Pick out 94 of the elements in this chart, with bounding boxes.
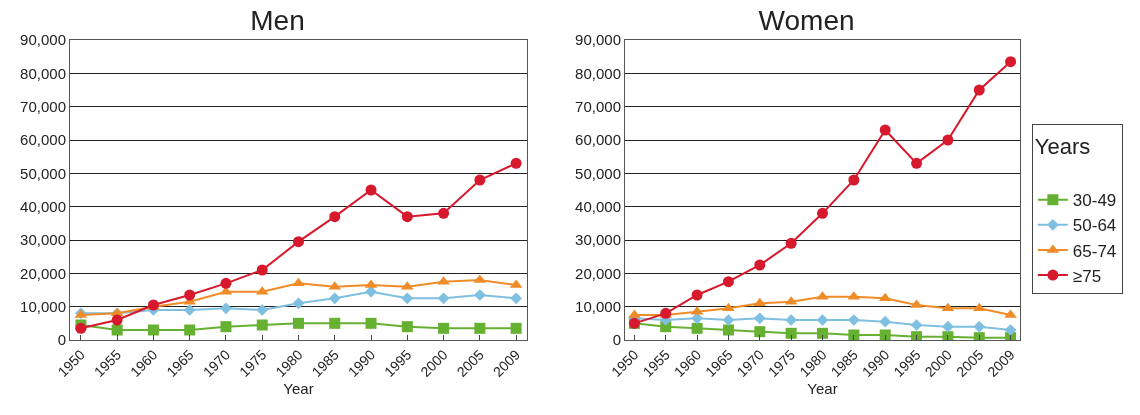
- point: [111, 314, 123, 326]
- point: [510, 292, 522, 305]
- y-tick-label: 60,000: [575, 131, 621, 149]
- point: [722, 276, 734, 288]
- point: [691, 289, 703, 301]
- point: [474, 289, 486, 301]
- point: [1005, 56, 1017, 68]
- y-tick-label: 20,000: [20, 264, 66, 282]
- y-tick-label: 40,000: [20, 197, 66, 215]
- point: [942, 331, 954, 340]
- y-tick-label: 70,000: [575, 97, 621, 115]
- y-tick-label: 20,000: [575, 264, 621, 282]
- y-tick-label: 30,000: [575, 231, 621, 249]
- point: [816, 314, 829, 326]
- y-tick-label: 60,000: [20, 131, 66, 149]
- point: [474, 174, 486, 186]
- point: [753, 297, 767, 307]
- y-tick-label: 50,000: [20, 164, 66, 182]
- y-tick-label: 0: [612, 331, 621, 349]
- point: [365, 317, 377, 329]
- point: [328, 292, 341, 305]
- legend-label: 30-49: [1072, 191, 1117, 211]
- point: [329, 317, 341, 329]
- y-tick-label: 90,000: [20, 31, 66, 49]
- x-axis-title: Year: [283, 379, 314, 397]
- point: [754, 259, 766, 271]
- point: [722, 324, 734, 336]
- point: [817, 327, 828, 339]
- y-tick-label: 80,000: [575, 64, 621, 82]
- y-tick-label: 10,000: [20, 297, 66, 315]
- point: [438, 322, 450, 334]
- point: [972, 302, 986, 312]
- point: [401, 211, 413, 223]
- point: [510, 322, 522, 334]
- point: [1004, 324, 1017, 336]
- legend-label: 65-74: [1072, 241, 1117, 261]
- y-tick-label: 0: [57, 331, 66, 349]
- y-tick-label: 90,000: [575, 31, 621, 49]
- y-tick-label: 80,000: [20, 64, 66, 82]
- point: [510, 157, 522, 169]
- y-tick-label: 40,000: [575, 197, 621, 215]
- point: [220, 302, 232, 315]
- point: [365, 184, 377, 196]
- point: [437, 292, 450, 305]
- point: [848, 174, 860, 186]
- point: [256, 319, 268, 331]
- point: [911, 157, 923, 169]
- point: [817, 207, 828, 219]
- point: [293, 317, 304, 329]
- legend-title: Years: [1034, 133, 1091, 159]
- point: [973, 84, 985, 96]
- point: [256, 264, 268, 276]
- point: [911, 331, 923, 340]
- legend-label: 50-64: [1072, 216, 1117, 236]
- point: [879, 124, 891, 136]
- point: [256, 304, 269, 316]
- chart-title: Women: [758, 4, 855, 36]
- point: [111, 324, 123, 336]
- point: [753, 312, 766, 325]
- point: [973, 320, 986, 333]
- point: [910, 319, 923, 331]
- point: [329, 211, 341, 223]
- chart-title: Men: [250, 4, 305, 36]
- point: [292, 297, 305, 310]
- point: [722, 302, 735, 312]
- point: [691, 322, 703, 334]
- point: [401, 292, 414, 305]
- y-tick-label: 30,000: [20, 231, 66, 249]
- point: [722, 314, 735, 326]
- point: [879, 315, 892, 328]
- y-tick-label: 50,000: [575, 164, 621, 182]
- point: [878, 292, 892, 302]
- point: [438, 207, 450, 219]
- point: [785, 327, 797, 339]
- point: [147, 324, 159, 336]
- point: [220, 321, 232, 333]
- point: [941, 302, 955, 312]
- legend-label: ≥75: [1072, 266, 1102, 286]
- y-tick-label: 10,000: [575, 297, 621, 315]
- point: [220, 277, 232, 289]
- point: [184, 324, 196, 336]
- point: [754, 326, 766, 338]
- point: [292, 277, 305, 287]
- point: [848, 314, 860, 326]
- y-tick-label: 70,000: [20, 97, 66, 115]
- point: [785, 237, 797, 249]
- point: [942, 320, 954, 333]
- x-axis-title: Year: [807, 379, 838, 397]
- point: [879, 329, 891, 340]
- point: [474, 322, 486, 334]
- point: [401, 321, 413, 333]
- point: [942, 134, 954, 146]
- point: [184, 289, 196, 301]
- point: [293, 236, 304, 248]
